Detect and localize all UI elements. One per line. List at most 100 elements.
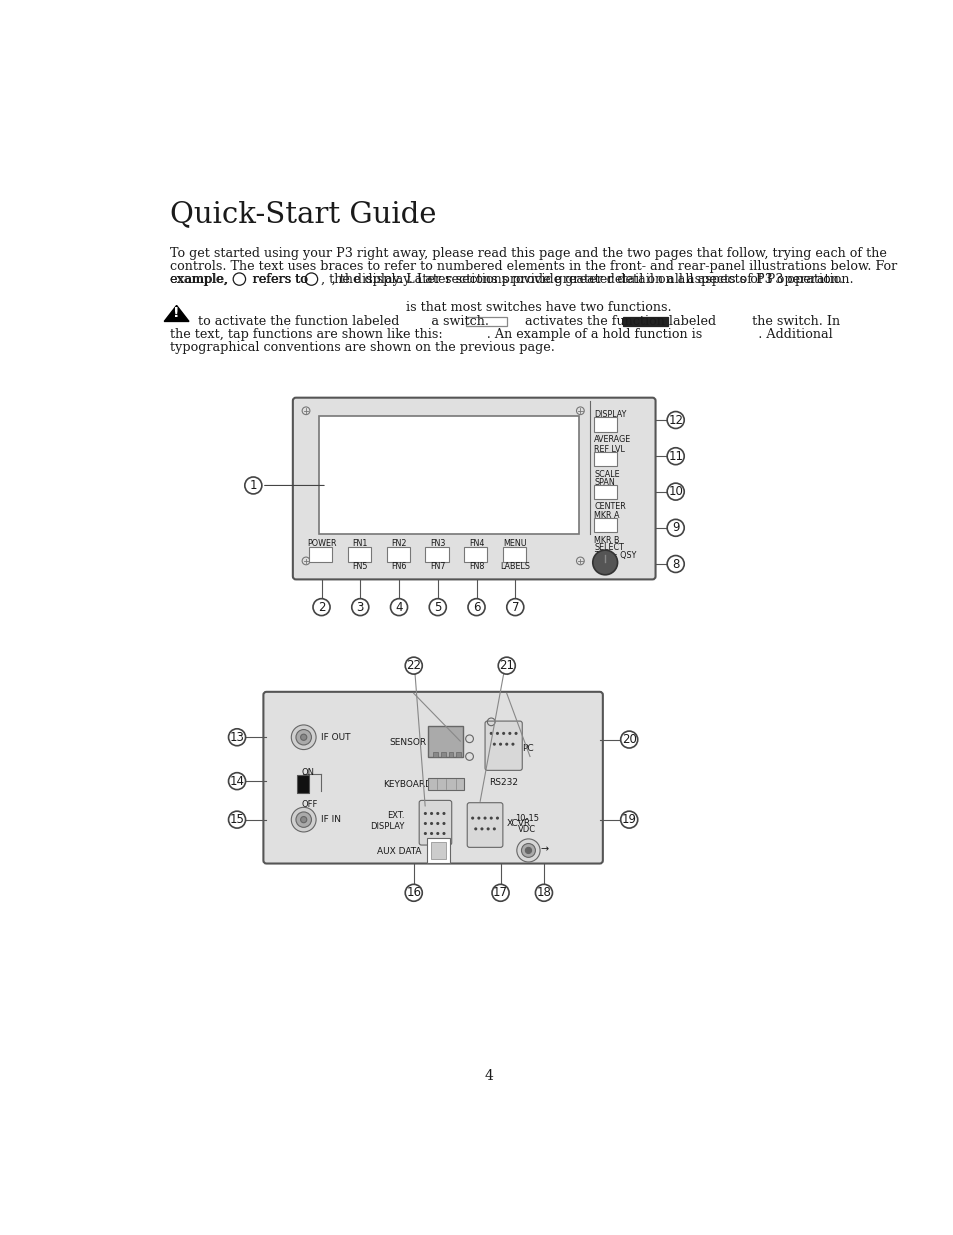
Circle shape	[229, 729, 245, 746]
Text: FN6: FN6	[391, 562, 406, 572]
Circle shape	[496, 816, 498, 820]
Text: 3: 3	[356, 600, 364, 614]
Circle shape	[423, 811, 427, 815]
Circle shape	[390, 599, 407, 615]
Text: KEYBOARD: KEYBOARD	[382, 779, 432, 789]
Circle shape	[525, 847, 531, 853]
Text: FN8: FN8	[468, 562, 484, 572]
Text: REF LVL: REF LVL	[594, 445, 624, 453]
Text: PC: PC	[521, 745, 534, 753]
Text: 14: 14	[230, 774, 244, 788]
Circle shape	[442, 811, 445, 815]
Circle shape	[535, 884, 552, 902]
Text: 4: 4	[395, 600, 402, 614]
Text: CENTER: CENTER	[594, 503, 625, 511]
Circle shape	[291, 808, 315, 832]
Circle shape	[405, 884, 422, 902]
Text: example,: example,	[170, 273, 228, 287]
Circle shape	[480, 827, 483, 830]
Circle shape	[295, 730, 311, 745]
Text: LABELS: LABELS	[499, 562, 530, 572]
FancyBboxPatch shape	[622, 317, 667, 326]
Circle shape	[295, 811, 311, 827]
Text: 21: 21	[498, 659, 514, 672]
FancyBboxPatch shape	[464, 547, 487, 562]
Circle shape	[291, 725, 315, 750]
FancyBboxPatch shape	[319, 416, 578, 534]
Text: 8: 8	[671, 557, 679, 571]
Text: the text, tap functions are shown like this:           . An example of a hold fu: the text, tap functions are shown like t…	[170, 327, 832, 341]
Circle shape	[666, 411, 683, 429]
Text: !: !	[173, 306, 180, 320]
FancyBboxPatch shape	[428, 778, 464, 790]
Circle shape	[436, 823, 439, 825]
Circle shape	[620, 811, 637, 829]
FancyBboxPatch shape	[348, 547, 371, 562]
Circle shape	[666, 556, 683, 573]
Text: is that most switches have two functions.: is that most switches have two functions…	[406, 301, 671, 315]
Text: 9: 9	[671, 521, 679, 535]
Circle shape	[430, 832, 433, 835]
Text: 19: 19	[621, 813, 636, 826]
FancyBboxPatch shape	[425, 547, 448, 562]
Circle shape	[300, 816, 307, 823]
Polygon shape	[164, 305, 189, 321]
Text: POWER: POWER	[307, 540, 335, 548]
FancyBboxPatch shape	[427, 839, 450, 863]
Text: SCALE: SCALE	[594, 471, 619, 479]
Text: ON: ON	[301, 768, 314, 777]
Text: Quick-Start Guide: Quick-Start Guide	[170, 200, 436, 228]
Text: 10: 10	[667, 485, 682, 498]
Text: MKR A: MKR A	[594, 511, 619, 520]
Text: 7: 7	[511, 600, 518, 614]
Text: 15: 15	[230, 813, 244, 826]
Circle shape	[474, 827, 476, 830]
Text: 2: 2	[317, 600, 325, 614]
Text: 12: 12	[667, 414, 682, 426]
Circle shape	[666, 483, 683, 500]
Circle shape	[436, 832, 439, 835]
FancyBboxPatch shape	[293, 398, 655, 579]
Circle shape	[506, 599, 523, 615]
Circle shape	[229, 773, 245, 789]
Circle shape	[352, 599, 369, 615]
Text: FN4: FN4	[468, 540, 484, 548]
Text: 20: 20	[621, 734, 636, 746]
FancyBboxPatch shape	[428, 726, 462, 757]
Circle shape	[620, 731, 637, 748]
Circle shape	[423, 832, 427, 835]
Text: TAP = QSY: TAP = QSY	[594, 551, 636, 559]
Text: typographical conventions are shown on the previous page.: typographical conventions are shown on t…	[170, 341, 554, 353]
FancyBboxPatch shape	[484, 721, 521, 771]
FancyBboxPatch shape	[386, 547, 410, 562]
Text: FN2: FN2	[391, 540, 406, 548]
Text: IF IN: IF IN	[320, 815, 340, 824]
Text: controls. The text uses braces to refer to numbered elements in the front- and r: controls. The text uses braces to refer …	[170, 259, 896, 273]
FancyBboxPatch shape	[296, 776, 309, 793]
Circle shape	[501, 732, 505, 735]
Text: EXT.
DISPLAY: EXT. DISPLAY	[370, 811, 404, 831]
Circle shape	[666, 448, 683, 464]
Text: 4: 4	[484, 1070, 493, 1083]
Text: FN3: FN3	[430, 540, 445, 548]
FancyBboxPatch shape	[593, 452, 617, 466]
Circle shape	[489, 816, 493, 820]
FancyBboxPatch shape	[502, 547, 525, 562]
FancyBboxPatch shape	[456, 752, 460, 757]
Text: IF OUT: IF OUT	[320, 732, 350, 742]
FancyBboxPatch shape	[448, 752, 453, 757]
Text: To get started using your P3 right away, please read this page and the two pages: To get started using your P3 right away,…	[170, 247, 885, 259]
Text: 13: 13	[230, 731, 244, 743]
Circle shape	[429, 599, 446, 615]
Text: SENSOR: SENSOR	[389, 739, 426, 747]
Text: XCVR: XCVR	[506, 819, 530, 827]
Circle shape	[486, 827, 489, 830]
Circle shape	[514, 732, 517, 735]
Circle shape	[666, 520, 683, 536]
Circle shape	[521, 844, 535, 857]
FancyBboxPatch shape	[433, 752, 437, 757]
Text: 6: 6	[473, 600, 479, 614]
FancyBboxPatch shape	[593, 417, 617, 431]
Text: →: →	[539, 844, 548, 853]
Text: FN5: FN5	[353, 562, 368, 572]
